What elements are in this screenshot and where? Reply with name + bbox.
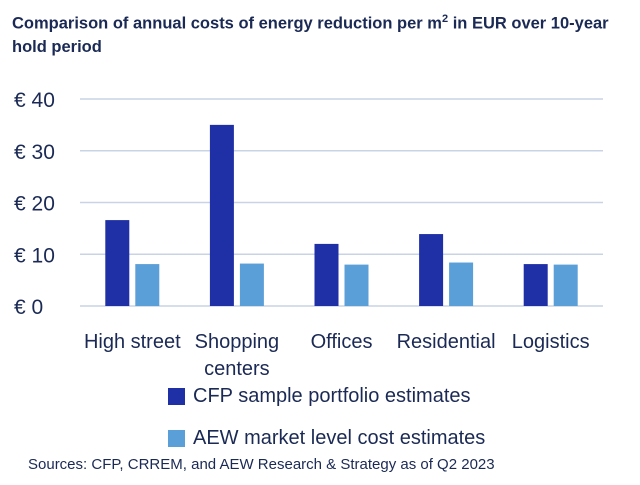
legend-label-aew: AEW market level cost estimates: [193, 427, 486, 449]
bar-aew-residential: [449, 262, 474, 306]
y-tick-label: € 40: [14, 89, 55, 112]
chart-title-main: Comparison of annual costs of energy red…: [12, 14, 442, 33]
bar-aew-logistics: [553, 264, 578, 306]
x-category-label: Logistics: [512, 331, 590, 353]
bar-cfp-offices: [314, 243, 339, 306]
x-category-label: Shopping: [195, 331, 280, 353]
bar-cfp-logistics: [523, 264, 548, 306]
source-note: Sources: CFP, CRREM, and AEW Research & …: [28, 456, 495, 473]
legend-label-cfp: CFP sample portfolio estimates: [193, 385, 471, 407]
y-tick-label: € 30: [14, 141, 55, 164]
legend-swatch-cfp: [168, 388, 185, 405]
x-category-label: Residential: [397, 331, 496, 353]
legend-swatch-aew: [168, 430, 185, 447]
bar-aew-high-street: [135, 264, 160, 306]
bar-aew-shopping-centers: [239, 263, 264, 306]
bar-cfp-shopping-centers: [209, 124, 234, 306]
legend-item-aew: AEW market level cost estimates: [168, 427, 485, 450]
bar-cfp-high-street: [105, 220, 130, 306]
y-tick-label: € 20: [14, 193, 55, 216]
chart-title-superscript: 2: [441, 13, 449, 25]
y-tick-label: € 0: [14, 296, 43, 319]
x-category-label: centers: [204, 358, 270, 380]
x-category-label: High street: [84, 331, 181, 353]
chart-title-rest: in EUR over 10-year hold period: [12, 14, 609, 56]
bar-chart: € 0 € 10 € 20 € 30 € 40 High street Shopping ce…: [14, 89, 603, 380]
legend-item-cfp: CFP sample portfolio estimates: [168, 385, 471, 408]
bar-aew-offices: [344, 264, 369, 306]
bar-cfp-residential: [419, 234, 444, 306]
x-category-label: Offices: [311, 331, 373, 353]
chart-title: Comparison of annual costs of energy red…: [12, 8, 612, 59]
y-tick-label: € 10: [14, 244, 55, 267]
